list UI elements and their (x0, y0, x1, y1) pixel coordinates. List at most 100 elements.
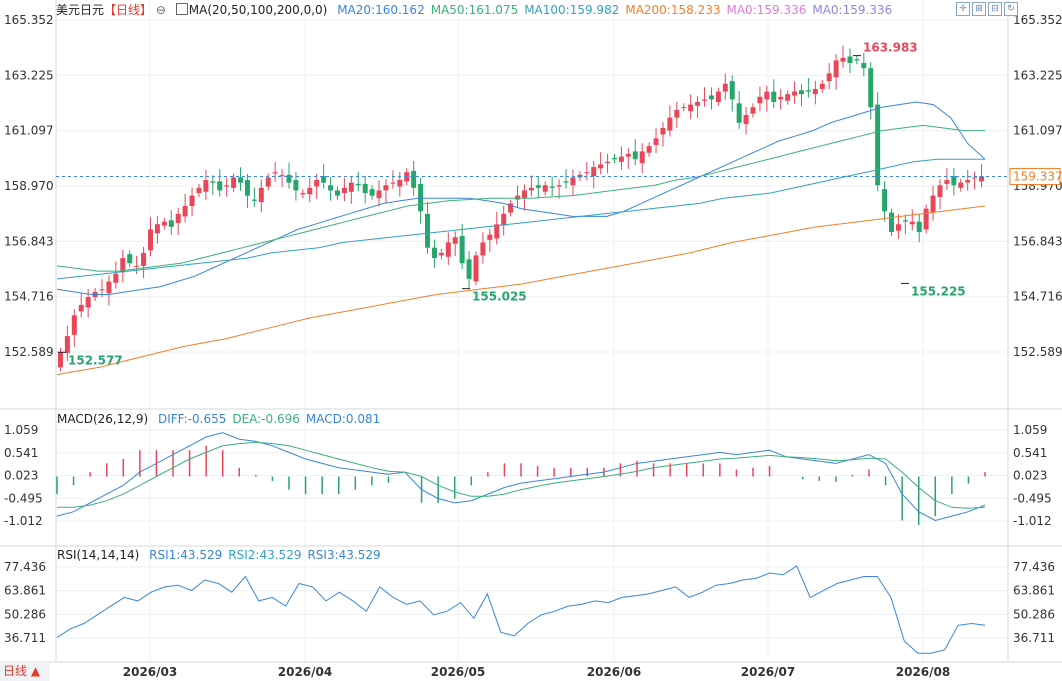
candle-body (646, 146, 652, 153)
candle-body (265, 177, 271, 187)
moving-average-lines (56, 101, 986, 376)
candle-body (715, 91, 721, 102)
ma-value-4: MA0:159.336 (726, 3, 807, 17)
candle-body (598, 164, 604, 169)
candle-body (425, 213, 431, 248)
ma-settings-icon[interactable] (175, 3, 188, 15)
candle-body (771, 91, 777, 102)
annotation-label: 163.983 (863, 41, 918, 55)
price-tick-right: 154.716 (1013, 290, 1062, 304)
rsi-tick-left: 36.711 (4, 631, 46, 645)
ma-line-ma100 (56, 158, 985, 280)
price-tick-right: 163.225 (1013, 68, 1062, 82)
candle-body (840, 57, 846, 62)
candle-body (812, 88, 818, 95)
candle-body (383, 185, 389, 191)
candle-body (397, 180, 403, 187)
candle-body (798, 90, 804, 95)
candle-body (168, 220, 174, 227)
candle-body (916, 221, 922, 233)
rsi-tick-left: 77.436 (4, 560, 46, 574)
zoom-out-icon[interactable]: ⊟ (988, 2, 1002, 16)
candle-body (238, 177, 244, 183)
rsi-tick-right: 50.286 (1013, 607, 1055, 621)
candle-body (584, 172, 590, 174)
macd-tick-right: 0.023 (1013, 469, 1047, 483)
candle-body (875, 104, 881, 186)
candle-body (882, 189, 888, 212)
period-tag: 【日线】 (104, 3, 153, 17)
macd-tick-right: 0.541 (1013, 446, 1047, 460)
zoom-in-icon[interactable]: ⊞ (972, 2, 986, 16)
date-tick: 2026/04 (278, 665, 332, 679)
candle-body (272, 172, 278, 174)
current-price-box (1009, 167, 1061, 185)
candle-body (930, 195, 936, 213)
candle-body (778, 96, 784, 100)
candle-body (431, 247, 437, 259)
ma-value-5: MA0:159.336 (812, 3, 893, 17)
candle-body (328, 185, 334, 191)
candle-body (217, 181, 223, 191)
candle-body (618, 156, 624, 162)
candle-body (127, 254, 133, 264)
dea-line (57, 441, 986, 509)
macd-tick-left: -0.495 (4, 491, 43, 505)
rsi-value-2: RSI3:43.529 (307, 548, 381, 562)
candle-body (764, 91, 770, 100)
candle-body (750, 107, 756, 114)
candle-body (826, 73, 832, 82)
restore-icon[interactable]: ↻ (1004, 2, 1018, 16)
ma-value-1: MA50:161.075 (430, 3, 519, 17)
candle-body (757, 96, 763, 104)
price-tick-left: 163.225 (4, 68, 54, 82)
rsi-value-1: RSI2:43.529 (228, 548, 302, 562)
candle-body (535, 185, 541, 188)
candle-body (521, 190, 527, 199)
candle-body (895, 224, 901, 231)
candle-body (57, 351, 63, 368)
period-selector-button[interactable]: 日线 ▲ (0, 662, 50, 681)
candle-body (909, 221, 915, 225)
candle-body (861, 62, 867, 69)
macd-value-2: MACD:0.081 (305, 412, 381, 426)
candle-body (85, 297, 91, 308)
candle-body (515, 195, 521, 200)
candle-body (154, 224, 160, 234)
candle-body (362, 183, 368, 194)
candle-body (293, 180, 299, 191)
candle-body (951, 176, 957, 186)
candle-body (473, 255, 479, 282)
candle-body (258, 187, 264, 203)
macd-value-0: DIFF:-0.655 (157, 412, 227, 426)
macd-tick-left: 0.023 (4, 469, 38, 483)
candle-body (528, 187, 534, 191)
price-tick-left: 165.352 (4, 13, 54, 27)
candle-body (785, 94, 791, 101)
macd-value-1: DEA:-0.696 (232, 412, 300, 426)
candle-body (452, 237, 458, 244)
date-tick: 2026/08 (896, 665, 950, 679)
crosshair-icon[interactable]: ✛ (956, 2, 970, 16)
annotation-label: 155.025 (472, 290, 527, 304)
date-tick: 2026/07 (741, 665, 795, 679)
candle-body (868, 68, 874, 108)
grid-lines (56, 0, 1008, 662)
annotation-label: 155.225 (911, 284, 966, 298)
candle-body (120, 258, 126, 273)
macd-tick-right: 1.059 (1013, 423, 1047, 437)
candle-body (729, 81, 735, 100)
candle-body (653, 138, 659, 145)
ma-value-2: MA100:159.982 (524, 3, 620, 17)
candle-body (736, 103, 742, 123)
ma-line-ma200 (56, 205, 986, 376)
macd-tick-right: -1.012 (1013, 514, 1052, 528)
macd-tick-right: -0.495 (1013, 491, 1052, 505)
candle-body (487, 234, 493, 240)
main-legend: 美元日元【日线】 ⊖ MA(20,50,100,200,0,0) MA20:16… (56, 3, 904, 17)
candle-body (480, 242, 486, 256)
diff-line (56, 432, 986, 522)
rsi-title: RSI(14,14,14) (57, 548, 140, 562)
collapse-icon[interactable]: ⊖ (155, 3, 166, 17)
